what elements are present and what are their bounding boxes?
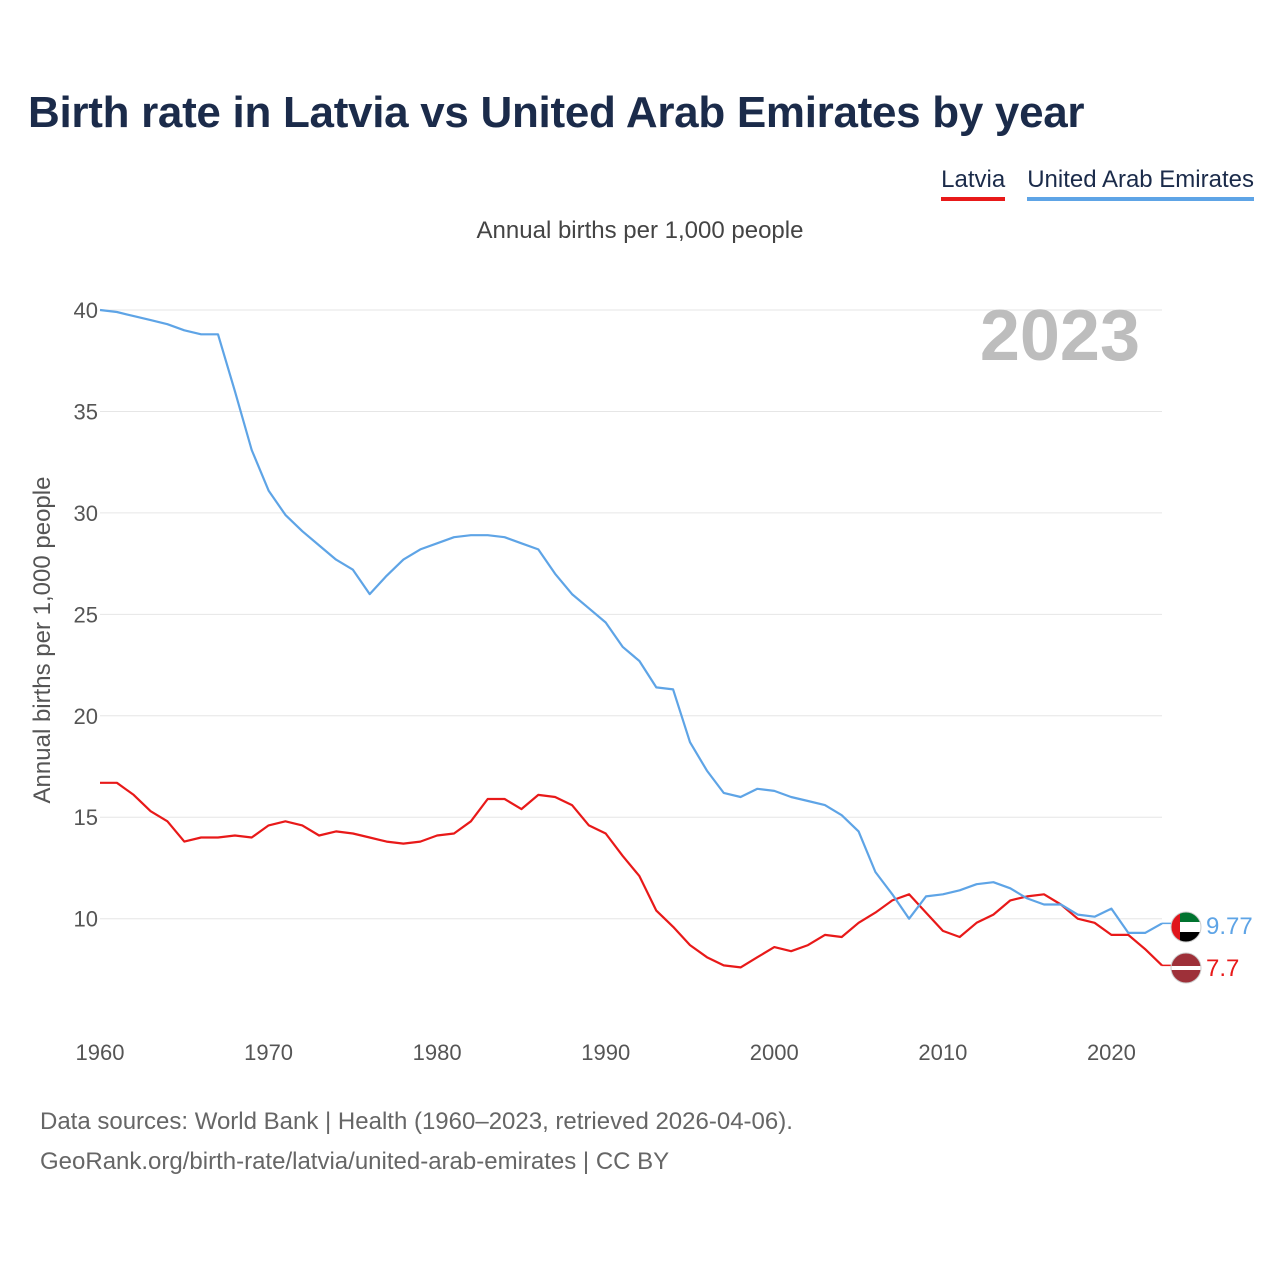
chart-subtitle: Annual births per 1,000 people	[476, 217, 804, 244]
y-tick-label: 40	[74, 298, 98, 323]
legend-item-uae[interactable]: United Arab Emirates	[1027, 166, 1254, 201]
y-axis-label: Annual births per 1,000 people	[29, 477, 56, 804]
y-tick-label: 30	[74, 501, 98, 526]
latvia-end-value: 7.7	[1206, 955, 1239, 982]
year-watermark: 2023	[980, 296, 1140, 376]
uae-end-value: 9.77	[1206, 913, 1253, 940]
x-tick-label: 1960	[76, 1040, 125, 1065]
x-tick-label: 2010	[918, 1040, 967, 1065]
x-tick-label: 1980	[413, 1040, 462, 1065]
x-tick-label: 2000	[750, 1040, 799, 1065]
chart-title: Birth rate in Latvia vs United Arab Emir…	[28, 88, 1085, 137]
x-tick-label: 1990	[581, 1040, 630, 1065]
legend: Latvia United Arab Emirates	[941, 166, 1254, 201]
footer-credit: GeoRank.org/birth-rate/latvia/united-ara…	[40, 1148, 670, 1175]
y-tick-label: 15	[74, 805, 98, 830]
latvia-flag-icon	[1171, 953, 1201, 983]
legend-item-latvia[interactable]: Latvia	[941, 166, 1006, 201]
y-tick-label: 20	[74, 704, 98, 729]
y-tick-label: 10	[74, 907, 98, 932]
y-tick-label: 35	[74, 399, 98, 424]
series-line-united-arab-emirates	[99, 308, 1163, 935]
x-tick-label: 1970	[244, 1040, 293, 1065]
x-tick-label: 2020	[1087, 1040, 1136, 1065]
uae-flag-icon	[1171, 912, 1201, 942]
footer-sources: Data sources: World Bank | Health (1960–…	[40, 1108, 793, 1135]
y-tick-label: 25	[74, 602, 98, 627]
series-line-latvia	[100, 781, 1163, 969]
